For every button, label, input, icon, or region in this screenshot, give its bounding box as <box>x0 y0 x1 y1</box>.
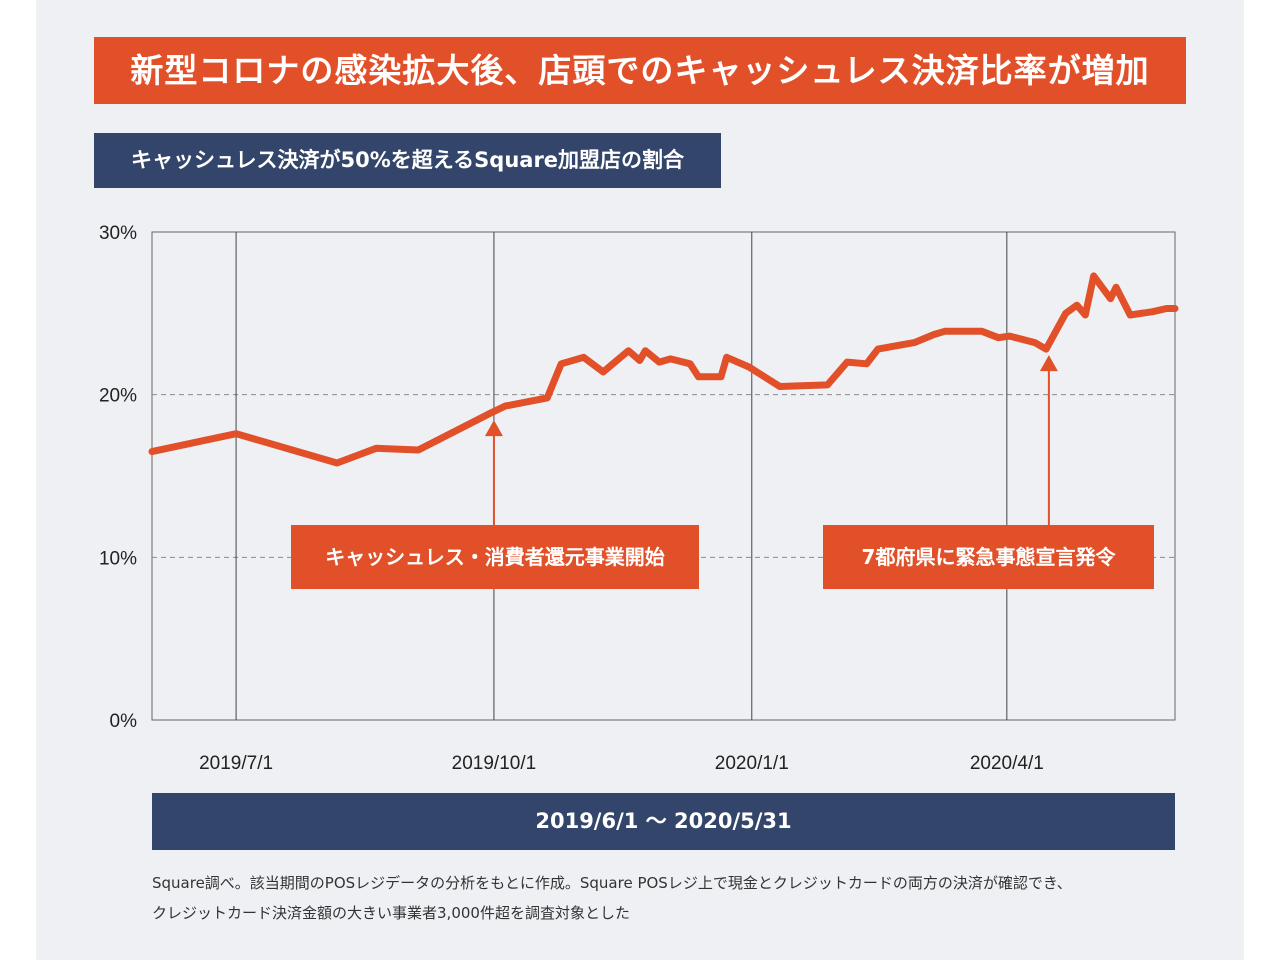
y-tick-label: 0% <box>110 711 138 732</box>
x-tick-label: 2020/4/1 <box>970 753 1044 774</box>
footnote: Square調べ。該当期間のPOSレジデータの分析をもとに作成。Square P… <box>152 868 1192 928</box>
date-range-bar: 2019/6/1 〜 2020/5/31 <box>152 793 1175 850</box>
y-tick-label: 30% <box>99 223 137 244</box>
annotation-arrowhead <box>484 420 503 437</box>
footnote-line-1: Square調べ。該当期間のPOSレジデータの分析をもとに作成。Square P… <box>152 874 1072 892</box>
x-tick-label: 2020/1/1 <box>715 753 789 774</box>
y-tick-label: 10% <box>99 548 137 569</box>
annotation-box <box>291 525 699 589</box>
y-tick-label: 20% <box>99 386 137 407</box>
series-line <box>148 272 1179 467</box>
plot-frame <box>151 231 1176 721</box>
page-title: 新型コロナの感染拡大後、店頭でのキャッシュレス決済比率が増加 <box>94 37 1186 104</box>
annotation-label: キャッシュレス・消費者還元事業開始 <box>325 545 665 569</box>
footnote-line-2: クレジットカード決済金額の大きい事業者3,000件超を調査対象とした <box>152 904 630 922</box>
annotation-label: 7都府県に緊急事態宣言発令 <box>862 545 1117 569</box>
annotation-arrowhead <box>1039 355 1058 372</box>
annotation-box <box>823 525 1154 589</box>
chart-subtitle: キャッシュレス決済が50%を超えるSquare加盟店の割合 <box>94 133 721 188</box>
x-tick-label: 2019/7/1 <box>199 753 273 774</box>
x-tick-label: 2019/10/1 <box>452 753 537 774</box>
